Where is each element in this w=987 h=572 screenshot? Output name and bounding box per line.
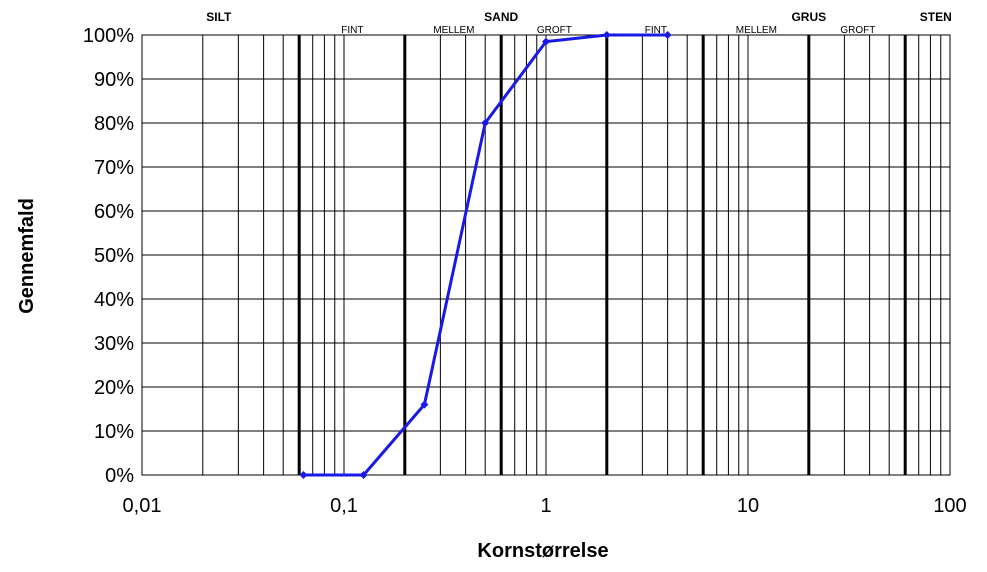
subcategory-label: MELLEM [736, 25, 777, 36]
subcategory-label: MELLEM [433, 25, 474, 36]
subcategory-label: FINT [645, 25, 667, 36]
category-label: SILT [206, 10, 232, 24]
y-tick-label: 90% [94, 69, 134, 91]
data-point [542, 37, 550, 46]
data-point [359, 471, 368, 479]
data-point [420, 400, 429, 409]
subcategory-label: GROFT [840, 25, 875, 36]
y-tick-label: 10% [94, 421, 134, 443]
x-axis-title: Kornstørrelse [477, 540, 608, 562]
category-labels: SILT SAND GRUS STEN FINT MELLEM GROFT FINT MELLE… [206, 10, 952, 36]
subcategory-label: FINT [341, 25, 363, 36]
plot-border [141, 34, 951, 476]
data-point [663, 31, 672, 39]
y-tick-label: 80% [94, 113, 134, 135]
y-tick-label: 20% [94, 377, 134, 399]
y-tick-label: 100% [83, 25, 134, 47]
data-point [299, 471, 308, 479]
x-tick-label: 100 [933, 495, 966, 517]
category-label: SAND [484, 10, 518, 24]
y-tick-label: 50% [94, 245, 134, 267]
series-layer [299, 31, 672, 479]
data-point [602, 31, 611, 39]
category-label: STEN [920, 10, 952, 24]
category-label: GRUS [791, 10, 826, 24]
y-axis-title: Gennemfald [16, 198, 38, 314]
data-point [481, 119, 490, 127]
y-tick-label: 30% [94, 333, 134, 355]
tick-labels: 0% 10% 20% 30% 40% 50% 60% 70% 80% 90% 100% 0,01 0,1… [83, 25, 967, 517]
y-tick-label: 70% [94, 157, 134, 179]
x-tick-label: 10 [737, 495, 759, 517]
x-tick-label: 0,1 [330, 495, 358, 517]
grid-layer [141, 34, 951, 476]
x-tick-label: 1 [540, 495, 551, 517]
y-tick-label: 60% [94, 201, 134, 223]
subcategory-label: GROFT [537, 25, 572, 36]
y-tick-label: 40% [94, 289, 134, 311]
y-tick-label: 0% [105, 465, 134, 487]
x-tick-label: 0,01 [123, 495, 162, 517]
